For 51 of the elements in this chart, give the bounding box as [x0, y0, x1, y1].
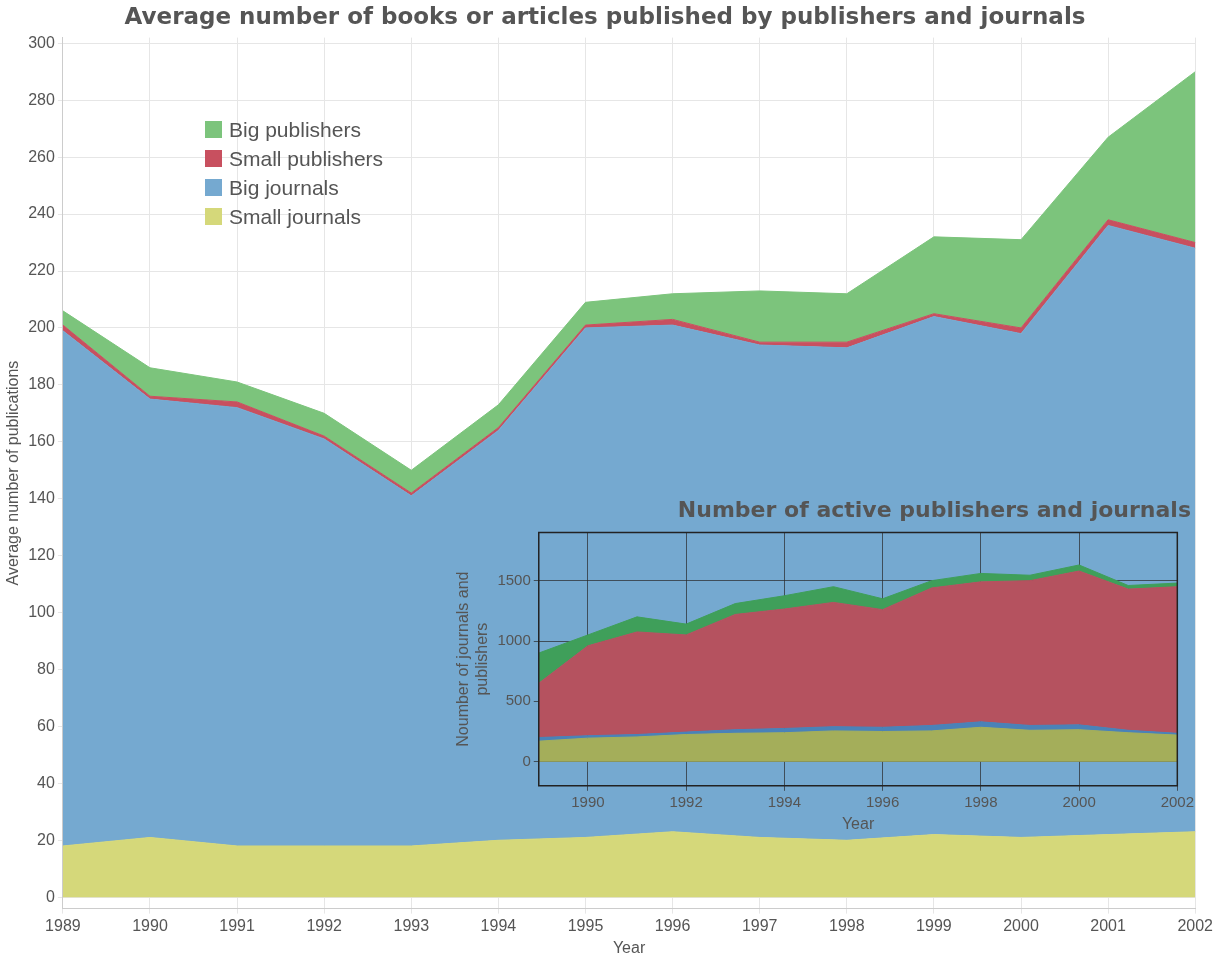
x-tick-label: 1990 [571, 792, 605, 810]
x-axis-title: Year [612, 938, 646, 956]
x-tick-label: 1996 [654, 916, 691, 934]
x-tick-label: 1994 [480, 916, 517, 934]
y-tick-label: 140 [28, 489, 55, 507]
y-tick-label: 80 [37, 659, 55, 677]
x-tick-label: 1999 [916, 916, 952, 934]
x-axis-title: Year [841, 814, 875, 832]
x-tick-label: 1998 [829, 916, 865, 934]
y-tick-label: 40 [37, 773, 55, 791]
x-tick-label: 1996 [865, 792, 900, 810]
y-tick-label: 1000 [497, 631, 531, 649]
x-tick-label: 2000 [1003, 916, 1039, 934]
x-tick-label: 1989 [45, 916, 81, 934]
x-tick-label: 1992 [669, 792, 703, 810]
x-tick-label: 1998 [964, 792, 998, 810]
x-tick-label: 1997 [741, 916, 778, 934]
x-tick-label: 1995 [567, 916, 604, 934]
y-tick-label: 120 [28, 546, 55, 564]
y-tick-label: 1500 [497, 570, 531, 588]
y-tick-label: 220 [28, 261, 55, 279]
x-tick-label: 1991 [219, 916, 255, 934]
x-tick-label: 2002 [1160, 792, 1194, 810]
x-tick-label: 1992 [306, 916, 343, 934]
chart-title: Number of active publishers and journals [677, 496, 1191, 522]
y-tick-label: 60 [37, 716, 55, 734]
x-tick-label: 2000 [1062, 792, 1096, 810]
legend-label: Small journals [229, 204, 361, 230]
y-axis-title: Noumber of journals and publishers [454, 571, 491, 747]
y-tick-label: 160 [28, 432, 55, 450]
x-tick-label: 2001 [1090, 916, 1126, 934]
y-tick-label: 0 [522, 751, 531, 769]
y-tick-label: 500 [505, 691, 531, 709]
y-tick-label: 260 [28, 147, 55, 165]
x-tick-label: 1994 [767, 792, 802, 810]
chart-title: Average number of books or articles published by publishers and journals [124, 2, 1086, 29]
y-tick-label: 0 [45, 887, 55, 905]
y-tick-label: 200 [28, 318, 55, 336]
y-tick-label: 280 [28, 90, 55, 108]
y-tick-label: 180 [28, 375, 55, 393]
y-axis-title: Average number of publications [4, 360, 22, 586]
y-tick-label: 100 [28, 602, 55, 620]
x-tick-label: 2002 [1177, 916, 1214, 934]
y-tick-label: 240 [28, 204, 55, 222]
y-tick-label: 300 [28, 33, 55, 51]
x-tick-label: 1990 [132, 916, 168, 934]
x-tick-label: 1993 [393, 916, 430, 934]
legend-label: Big journals [229, 175, 339, 201]
legend-label: Big publishers [229, 117, 361, 143]
y-tick-label: 20 [37, 830, 55, 848]
legend-label: Small publishers [229, 146, 384, 172]
